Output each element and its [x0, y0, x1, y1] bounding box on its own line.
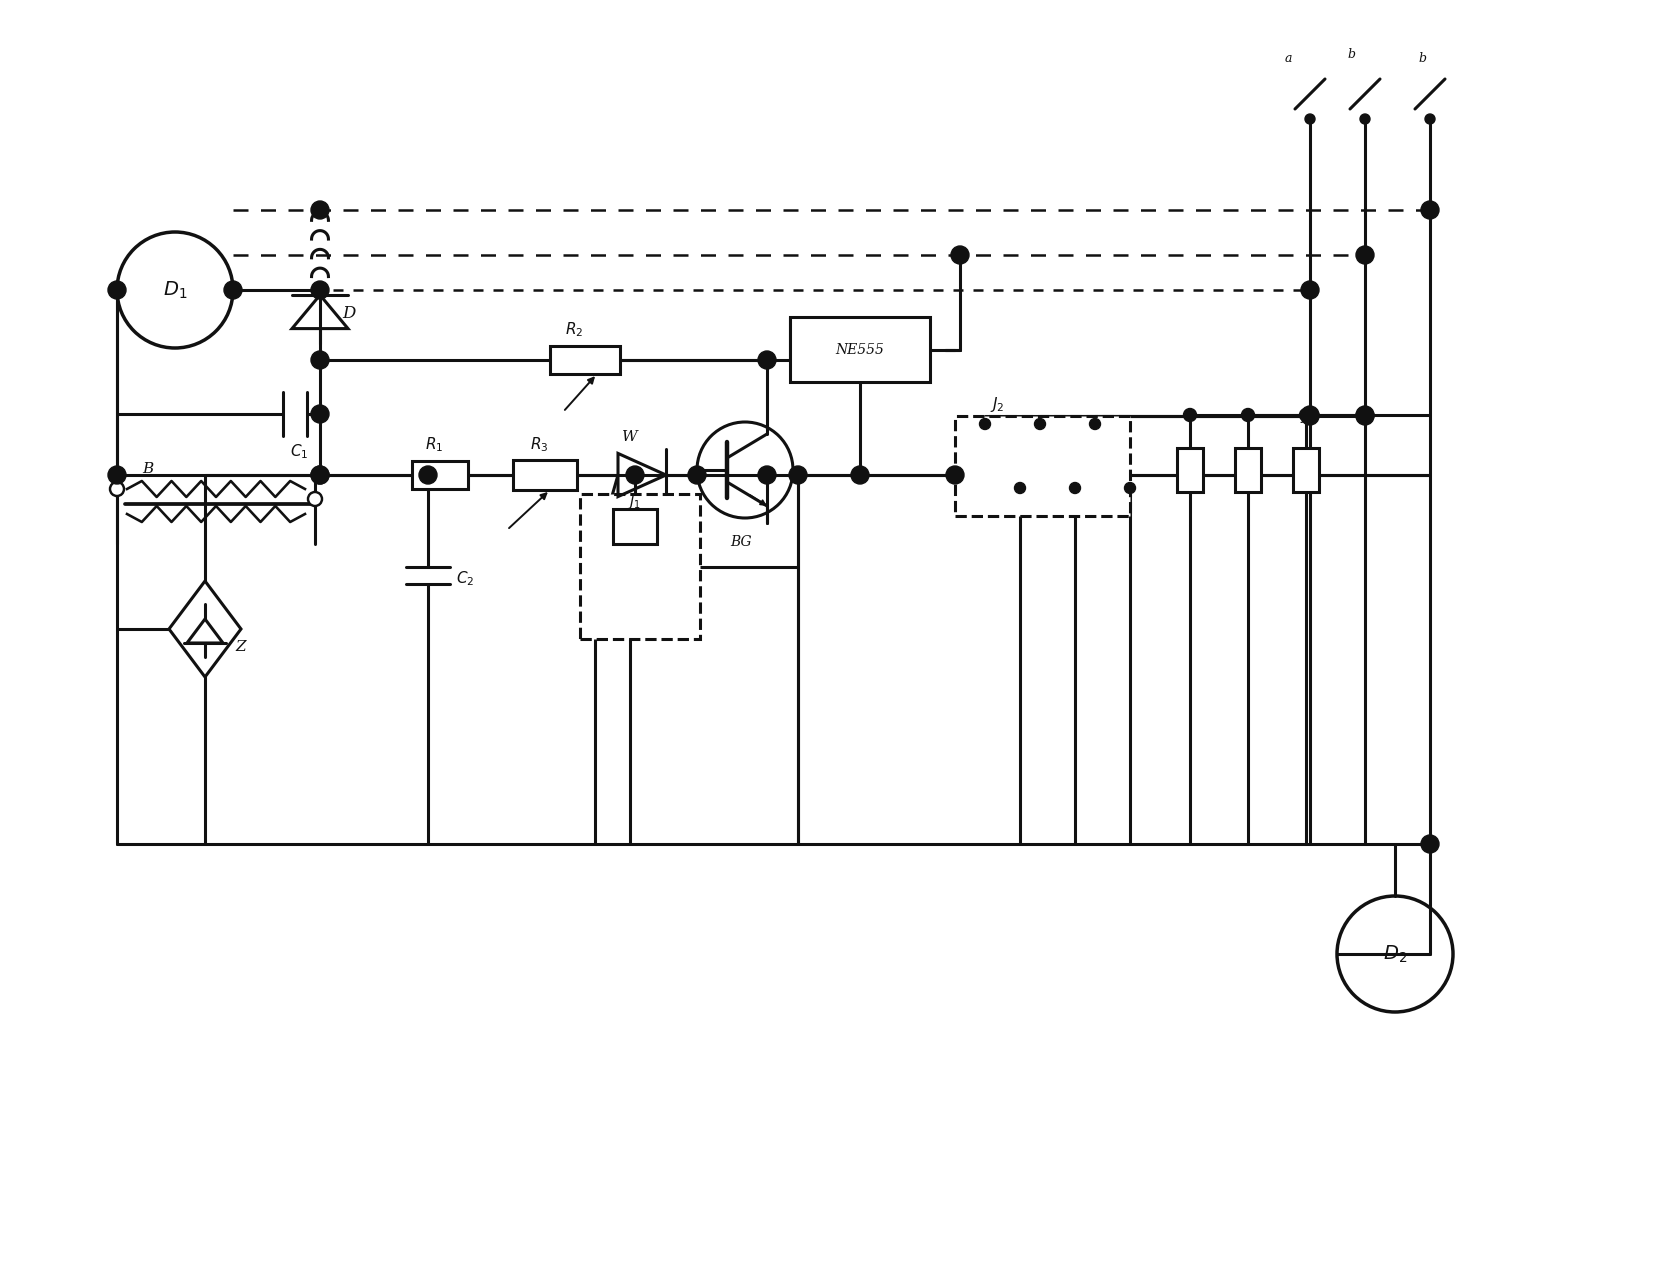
Bar — [513, 460, 578, 490]
Circle shape — [310, 466, 329, 484]
Text: $J_2$: $J_2$ — [989, 394, 1004, 413]
Text: $J_3$: $J_3$ — [1300, 406, 1315, 425]
Circle shape — [224, 281, 242, 300]
Text: a: a — [1285, 53, 1293, 66]
Circle shape — [108, 466, 126, 484]
Circle shape — [1300, 408, 1313, 421]
Circle shape — [310, 281, 329, 300]
Circle shape — [1356, 406, 1374, 423]
Text: b: b — [1346, 48, 1355, 61]
Circle shape — [1184, 408, 1197, 421]
Bar — [790, 317, 930, 382]
Circle shape — [759, 466, 775, 484]
Text: $D_1$: $D_1$ — [163, 279, 188, 301]
Circle shape — [1301, 406, 1320, 423]
Text: $C_1$: $C_1$ — [290, 442, 309, 461]
Text: W: W — [622, 430, 637, 444]
Text: $R_1$: $R_1$ — [425, 436, 443, 454]
Circle shape — [1305, 114, 1315, 124]
Circle shape — [310, 351, 329, 369]
Circle shape — [946, 466, 964, 484]
Bar — [954, 416, 1130, 516]
Circle shape — [1421, 836, 1439, 853]
Circle shape — [1421, 201, 1439, 219]
Text: $R_2$: $R_2$ — [564, 321, 583, 339]
Text: NE555: NE555 — [835, 343, 885, 356]
Bar — [1235, 447, 1262, 492]
Text: $R_3$: $R_3$ — [530, 436, 548, 454]
Circle shape — [687, 466, 706, 484]
Circle shape — [1069, 483, 1081, 493]
Circle shape — [1242, 408, 1255, 421]
Text: b: b — [1418, 53, 1426, 66]
Bar — [412, 461, 468, 489]
Text: BG: BG — [730, 535, 752, 549]
Circle shape — [788, 466, 807, 484]
Circle shape — [309, 492, 322, 506]
Circle shape — [979, 418, 991, 430]
Circle shape — [626, 466, 644, 484]
Bar — [613, 509, 657, 544]
Circle shape — [1014, 483, 1026, 493]
Text: $C_2$: $C_2$ — [457, 570, 475, 588]
Circle shape — [310, 404, 329, 423]
Circle shape — [852, 466, 868, 484]
Circle shape — [759, 351, 775, 369]
Text: D: D — [342, 305, 355, 321]
Circle shape — [310, 466, 329, 484]
Circle shape — [1424, 114, 1434, 124]
Circle shape — [1301, 407, 1320, 425]
Circle shape — [310, 201, 329, 219]
Circle shape — [108, 281, 126, 300]
Text: $D_2$: $D_2$ — [1383, 943, 1408, 964]
Circle shape — [418, 466, 437, 484]
Circle shape — [1089, 418, 1101, 430]
Bar — [579, 494, 701, 640]
Text: B: B — [143, 463, 153, 477]
Circle shape — [1356, 246, 1374, 264]
Circle shape — [1124, 483, 1135, 493]
Bar — [1177, 447, 1203, 492]
Circle shape — [110, 482, 124, 495]
Circle shape — [1360, 114, 1370, 124]
Text: $J_1$: $J_1$ — [627, 493, 641, 511]
Bar — [1293, 447, 1320, 492]
Circle shape — [951, 246, 969, 264]
Circle shape — [1301, 281, 1320, 300]
Bar — [549, 346, 619, 374]
Circle shape — [1034, 418, 1046, 430]
Circle shape — [1356, 407, 1374, 425]
Text: Z: Z — [236, 640, 246, 653]
